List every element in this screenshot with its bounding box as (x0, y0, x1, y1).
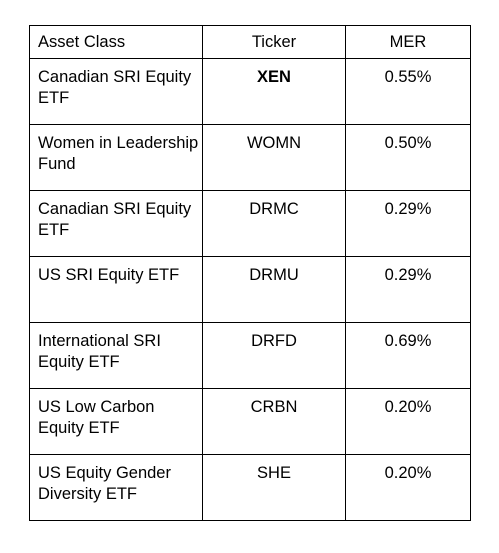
table-header: Asset Class Ticker MER (29, 25, 471, 59)
table-row: US Low Carbon Equity ETF CRBN 0.20% (29, 388, 471, 455)
asset-class-cell: US Low Carbon Equity ETF (29, 388, 203, 455)
asset-class-cell: Canadian SRI Equity ETF (29, 190, 203, 257)
mer-cell: 0.29% (345, 256, 471, 323)
table-row: Women in Leadership Fund WOMN 0.50% (29, 124, 471, 191)
table-row: International SRI Equity ETF DRFD 0.69% (29, 322, 471, 389)
asset-class-cell: Canadian SRI Equity ETF (29, 58, 203, 125)
ticker-cell: DRFD (202, 322, 346, 389)
mer-cell: 0.50% (345, 124, 471, 191)
header-mer: MER (345, 25, 471, 59)
mer-cell: 0.20% (345, 388, 471, 455)
ticker-cell: SHE (202, 454, 346, 521)
asset-class-cell: US Equity Gender Diversity ETF (29, 454, 203, 521)
mer-cell: 0.20% (345, 454, 471, 521)
ticker-cell: CRBN (202, 388, 346, 455)
table-row: US Equity Gender Diversity ETF SHE 0.20% (29, 454, 471, 521)
mer-cell: 0.69% (345, 322, 471, 389)
table-row: US SRI Equity ETF DRMU 0.29% (29, 256, 471, 323)
mer-cell: 0.29% (345, 190, 471, 257)
asset-class-cell: International SRI Equity ETF (29, 322, 203, 389)
table-row: Canadian SRI Equity ETF DRMC 0.29% (29, 190, 471, 257)
header-ticker: Ticker (202, 25, 346, 59)
asset-class-cell: Women in Leadership Fund (29, 124, 203, 191)
fund-table: Asset Class Ticker MER Canadian SRI Equi… (29, 25, 471, 521)
header-asset-class: Asset Class (29, 25, 203, 59)
asset-class-cell: US SRI Equity ETF (29, 256, 203, 323)
mer-cell: 0.55% (345, 58, 471, 125)
table-body: Canadian SRI Equity ETF XEN 0.55% Women … (29, 58, 471, 521)
ticker-cell: DRMC (202, 190, 346, 257)
header-row: Asset Class Ticker MER (29, 25, 471, 59)
ticker-cell: XEN (202, 58, 346, 125)
ticker-cell: DRMU (202, 256, 346, 323)
ticker-cell: WOMN (202, 124, 346, 191)
table-row: Canadian SRI Equity ETF XEN 0.55% (29, 58, 471, 125)
